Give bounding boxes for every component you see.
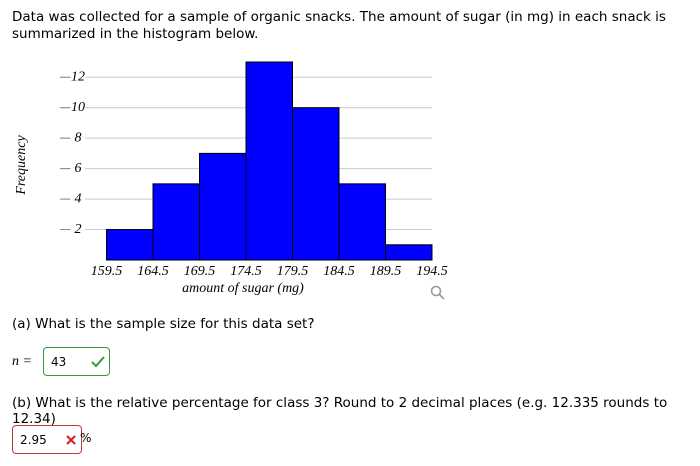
x-tick-label: 194.5 (416, 264, 448, 279)
question-b: (b) What is the relative percentage for … (12, 395, 668, 427)
x-tick-label: 169.5 (184, 264, 216, 279)
y-tick-label: 4 (75, 191, 82, 206)
tick-label-bg (71, 100, 85, 115)
y-tick-label: 12 (71, 69, 85, 84)
x-tick-label: 184.5 (323, 264, 355, 279)
bar (245, 61, 293, 261)
y-tick-label: 6 (75, 161, 82, 176)
unit-label: % (80, 431, 92, 445)
y-tick-label: 8 (75, 130, 82, 145)
zoom-icon[interactable] (430, 285, 445, 300)
tick-label-bg (71, 192, 85, 207)
chart: Frequency amount of sugar (mg) 2 4 6 8 10 12 1… (14, 61, 448, 300)
x-tick-label: 179.5 (277, 264, 309, 279)
bar (199, 152, 247, 261)
answer-value: 2.95 (20, 432, 47, 447)
question-a: (a) What is the sample size for this dat… (12, 316, 315, 332)
y-tick-label: 2 (75, 222, 82, 237)
answer-input[interactable]: 43 (43, 347, 110, 376)
error-icon (66, 435, 76, 445)
intro-text: Data was collected for a sample of organ… (12, 9, 666, 42)
y-tick-label: 10 (71, 100, 85, 115)
bar (292, 107, 340, 261)
tick-label-bg (71, 161, 85, 176)
x-tick-label: 164.5 (137, 264, 169, 279)
check-icon (91, 356, 105, 368)
x-tick-label: 159.5 (91, 264, 123, 279)
tick-label-bg (71, 70, 85, 85)
x-tick-label: 174.5 (230, 264, 262, 279)
answer-value: 43 (51, 354, 67, 369)
bar (106, 229, 154, 261)
tick-label-bg (71, 222, 85, 237)
y-axis-label: Frequency (14, 135, 29, 196)
bar (385, 244, 433, 261)
x-tick-label: 189.5 (370, 264, 402, 279)
tick-label-bg (71, 131, 85, 146)
bar (152, 183, 200, 261)
variable-label: n = (12, 354, 32, 369)
answer-input[interactable]: 2.95 (12, 425, 82, 454)
bar (338, 183, 386, 261)
x-axis-label: amount of sugar (mg) (182, 281, 304, 296)
